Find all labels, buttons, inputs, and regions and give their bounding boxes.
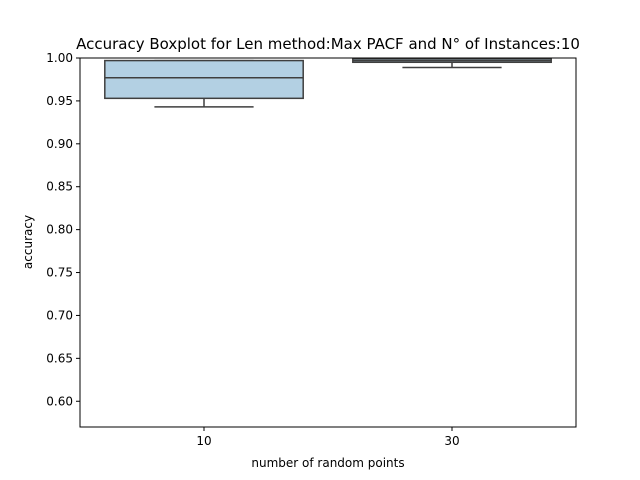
y-tick-label: 0.85 xyxy=(46,180,73,194)
box-iqr xyxy=(104,59,304,100)
x-tick-label: 30 xyxy=(444,434,459,448)
y-tick-label: 0.95 xyxy=(46,94,73,108)
y-tick-label: 0.70 xyxy=(46,308,73,322)
y-tick-label: 0.90 xyxy=(46,137,73,151)
x-axis-label: number of random points xyxy=(251,456,404,470)
box-group xyxy=(352,58,552,69)
chart-title: Accuracy Boxplot for Len method:Max PACF… xyxy=(76,35,580,53)
y-axis: 0.60 0.65 0.70 0.75 0.80 0.85 0.90 0.95 1.00 xyxy=(46,51,80,408)
y-tick-label: 0.60 xyxy=(46,394,73,408)
y-tick-label: 1.00 xyxy=(46,51,73,65)
y-tick-label: 0.65 xyxy=(46,351,73,365)
boxes-layer xyxy=(104,58,552,108)
y-tick-label: 0.80 xyxy=(46,223,73,237)
x-axis: 10 30 xyxy=(196,427,460,448)
x-tick-label: 10 xyxy=(196,434,211,448)
plot-frame xyxy=(79,57,577,428)
y-tick-label: 0.75 xyxy=(46,266,73,280)
box-group xyxy=(104,59,304,108)
y-axis-label: accuracy xyxy=(21,215,35,269)
